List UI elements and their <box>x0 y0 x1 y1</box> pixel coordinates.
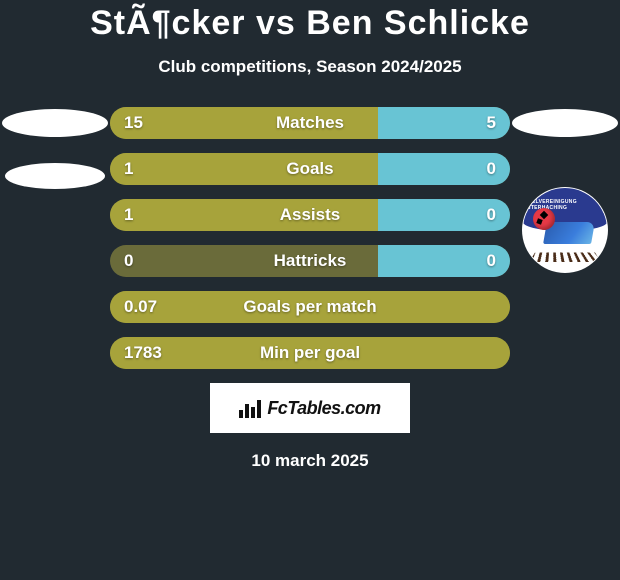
bar-row: 1783Min per goal <box>110 337 510 369</box>
comparison-chart: SPIELVEREINIGUNG UNTERHACHING 155Matches… <box>0 107 620 369</box>
bar-row: 00Hattricks <box>110 245 510 277</box>
player-placeholder-icon <box>5 163 105 189</box>
bar-center-label: Hattricks <box>110 245 510 277</box>
bar-row: 155Matches <box>110 107 510 139</box>
branding-text: FcTables.com <box>267 398 380 419</box>
bar-center-label: Min per goal <box>110 337 510 369</box>
page-title: StÃ¶cker vs Ben Schlicke <box>0 4 620 43</box>
bar-chart-icon <box>239 398 261 418</box>
player-placeholder-icon <box>2 109 108 137</box>
player-placeholder-icon <box>512 109 618 137</box>
bar-center-label: Assists <box>110 199 510 231</box>
subtitle: Club competitions, Season 2024/2025 <box>0 57 620 77</box>
bar-row: 10Assists <box>110 199 510 231</box>
bar-row: 10Goals <box>110 153 510 185</box>
bar-center-label: Goals <box>110 153 510 185</box>
date-label: 10 march 2025 <box>0 451 620 471</box>
club-logo-icon: SPIELVEREINIGUNG UNTERHACHING <box>522 187 608 273</box>
bar-center-label: Goals per match <box>110 291 510 323</box>
branding-badge: FcTables.com <box>210 383 410 433</box>
right-player-icons: SPIELVEREINIGUNG UNTERHACHING <box>510 107 620 273</box>
left-player-icons <box>0 107 110 189</box>
bar-center-label: Matches <box>110 107 510 139</box>
bar-row: 0.07Goals per match <box>110 291 510 323</box>
